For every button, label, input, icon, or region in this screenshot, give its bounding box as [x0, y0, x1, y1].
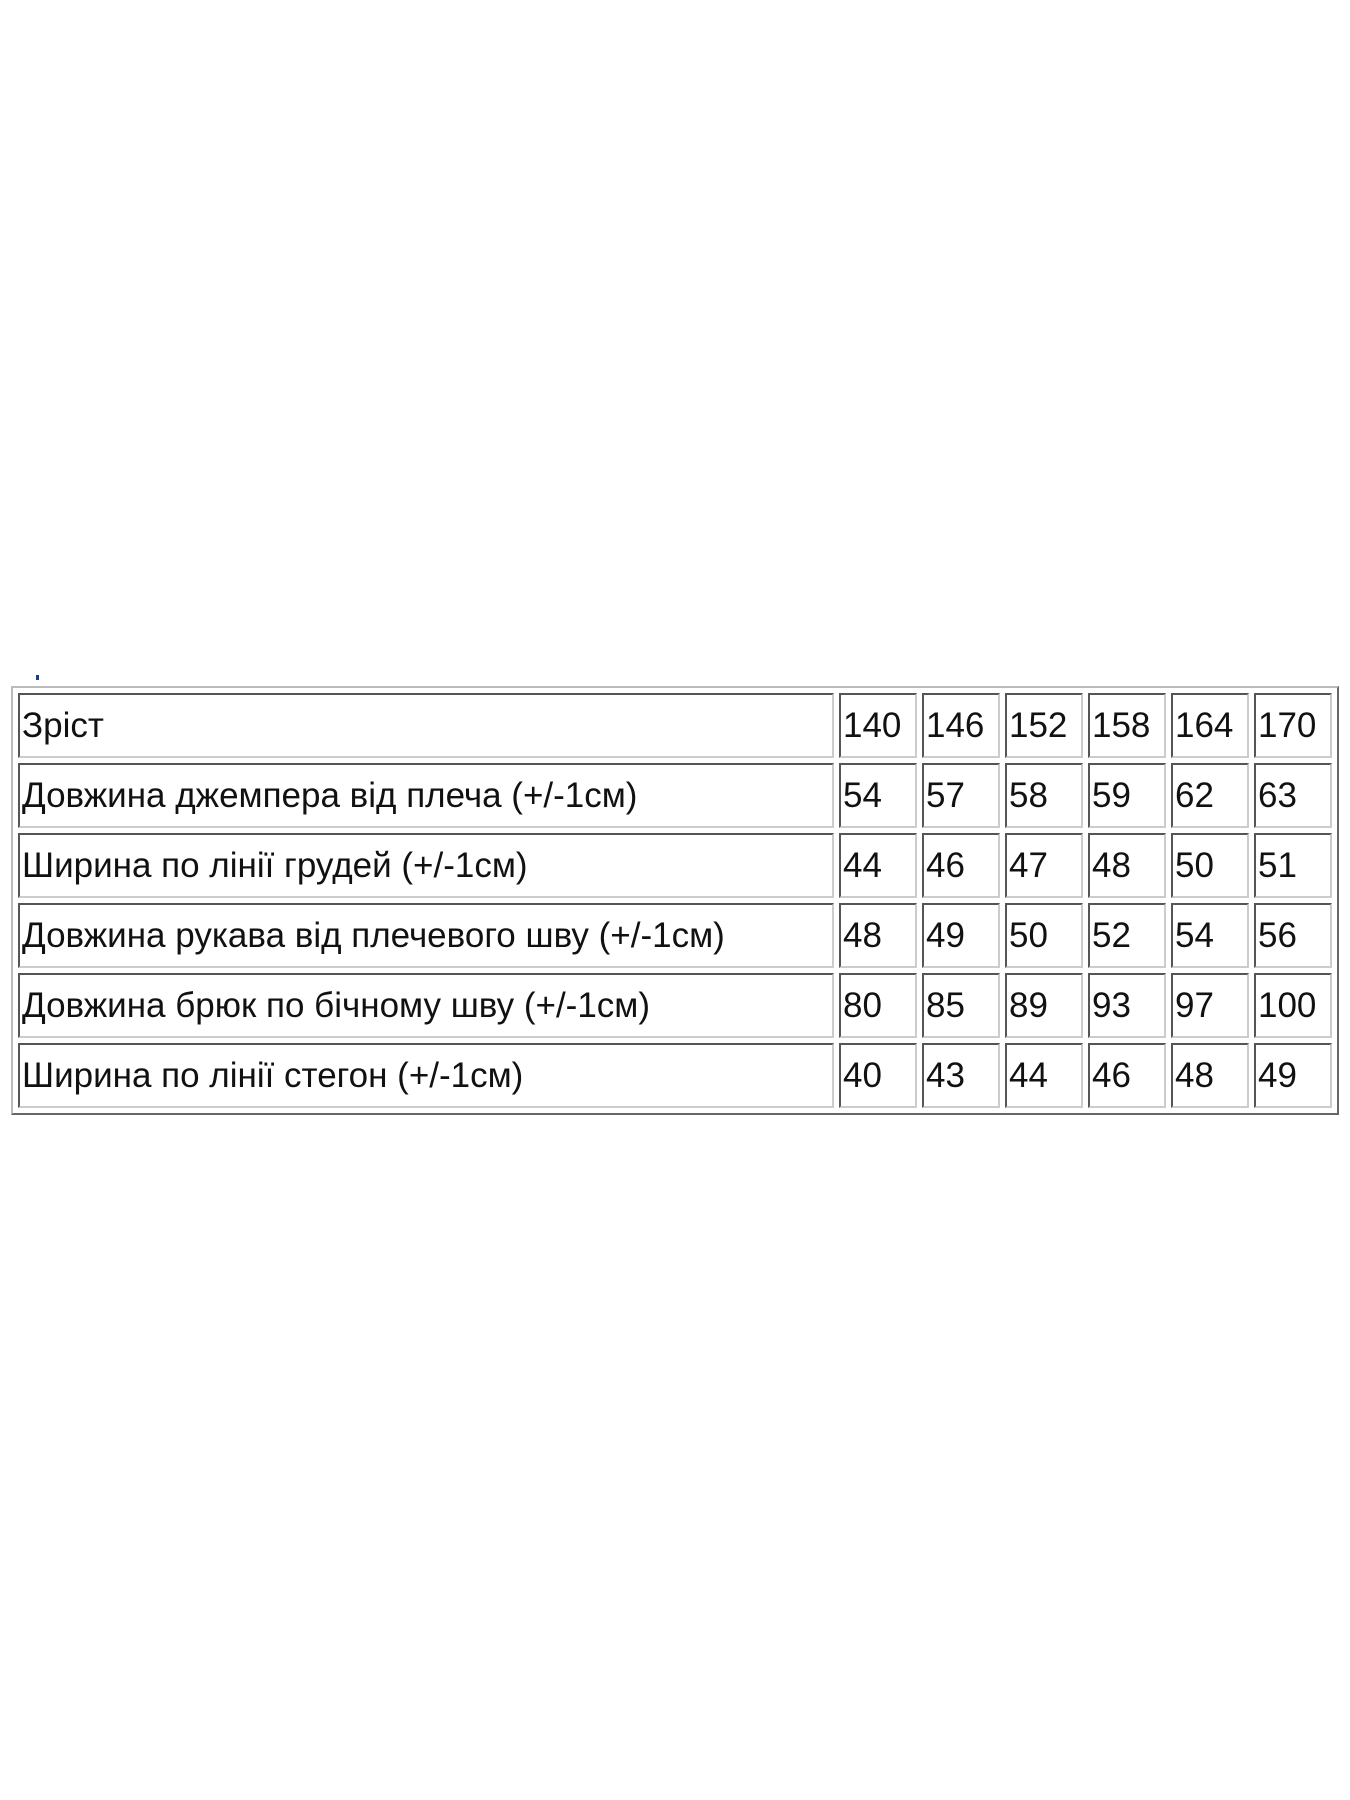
measurement-value: 62 — [1171, 763, 1249, 828]
measurement-value: 56 — [1254, 903, 1332, 968]
table-row: Ширина по лінії стегон (+/-1см) 40 43 44 46 4… — [18, 1043, 1332, 1108]
measurement-value: 50 — [1171, 833, 1249, 898]
measurement-value: 57 — [922, 763, 1000, 828]
measurement-value: 93 — [1088, 973, 1166, 1038]
measurement-value: 49 — [1254, 1043, 1332, 1108]
measurement-value: 40 — [839, 1043, 917, 1108]
row-label: Ширина по лінії грудей (+/-1см) — [18, 833, 834, 898]
measurement-value: 100 — [1254, 973, 1332, 1038]
table-row: Довжина брюк по бічному шву (+/-1см) 80 85… — [18, 973, 1332, 1038]
measurement-value: 97 — [1171, 973, 1249, 1038]
measurement-value: 48 — [1171, 1043, 1249, 1108]
measurement-value: 46 — [1088, 1043, 1166, 1108]
measurement-value: 50 — [1005, 903, 1083, 968]
measurement-value: 54 — [1171, 903, 1249, 968]
measurement-value: 51 — [1254, 833, 1332, 898]
table-header-row: Зріст 140 146 152 158 164 170 — [18, 693, 1332, 758]
height-value: 164 — [1171, 693, 1249, 758]
height-value: 152 — [1005, 693, 1083, 758]
row-label: Ширина по лінії стегон (+/-1см) — [18, 1043, 834, 1108]
measurement-value: 89 — [1005, 973, 1083, 1038]
stray-mark — [36, 675, 39, 680]
table-row: Ширина по лінії грудей (+/-1см) 44 46 47 48 5… — [18, 833, 1332, 898]
row-label: Довжина брюк по бічному шву (+/-1см) — [18, 973, 834, 1038]
measurement-value: 47 — [1005, 833, 1083, 898]
height-value: 140 — [839, 693, 917, 758]
measurement-value: 44 — [839, 833, 917, 898]
row-label: Зріст — [18, 693, 834, 758]
height-value: 158 — [1088, 693, 1166, 758]
measurement-value: 43 — [922, 1043, 1000, 1108]
size-chart-table: Зріст 140 146 152 158 164 170 Довжина дж… — [11, 686, 1339, 1115]
table-row: Довжина рукава від плечевого шву (+/-1см… — [18, 903, 1332, 968]
row-label: Довжина рукава від плечевого шву (+/-1см… — [18, 903, 834, 968]
table-row: Довжина джемпера від плеча (+/-1см) 54 57 5… — [18, 763, 1332, 828]
measurement-value: 80 — [839, 973, 917, 1038]
height-value: 146 — [922, 693, 1000, 758]
measurement-value: 48 — [839, 903, 917, 968]
measurement-value: 52 — [1088, 903, 1166, 968]
measurement-value: 85 — [922, 973, 1000, 1038]
row-label: Довжина джемпера від плеча (+/-1см) — [18, 763, 834, 828]
height-value: 170 — [1254, 693, 1332, 758]
measurement-value: 48 — [1088, 833, 1166, 898]
measurement-value: 58 — [1005, 763, 1083, 828]
measurement-value: 63 — [1254, 763, 1332, 828]
measurement-value: 46 — [922, 833, 1000, 898]
measurement-value: 59 — [1088, 763, 1166, 828]
measurement-value: 49 — [922, 903, 1000, 968]
measurement-value: 54 — [839, 763, 917, 828]
measurement-value: 44 — [1005, 1043, 1083, 1108]
